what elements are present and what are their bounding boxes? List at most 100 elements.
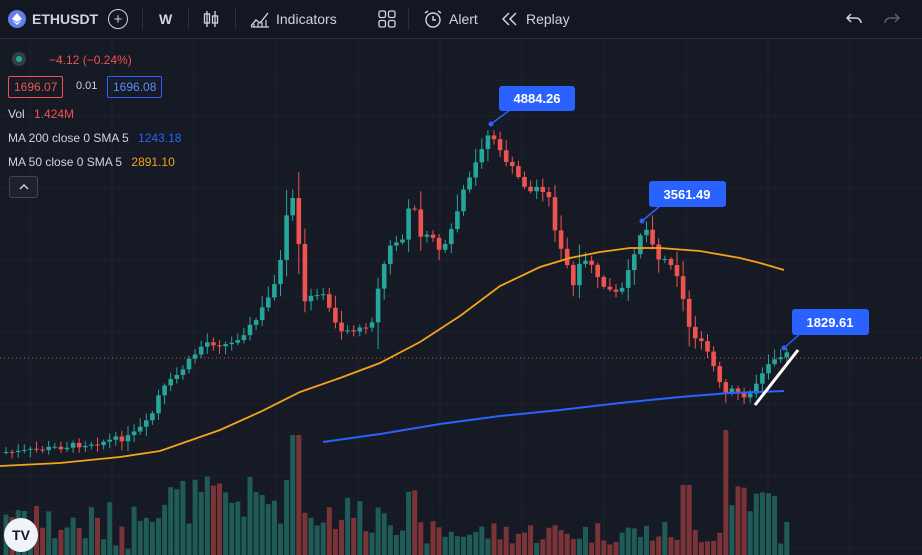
volume-bar <box>168 487 174 555</box>
templates-button[interactable] <box>378 0 396 38</box>
volume-bar <box>564 533 570 555</box>
volume-bar <box>479 526 485 555</box>
candle-body <box>442 244 448 250</box>
annotation-3561[interactable]: 3561.49 <box>639 181 727 224</box>
price-chart[interactable]: 4884.26 3561.49 1829.61 <box>0 39 922 555</box>
candle-body <box>314 295 320 297</box>
candle-body <box>747 393 753 398</box>
candle-body <box>656 244 661 260</box>
candle-body <box>394 242 399 246</box>
interval-label: W <box>159 11 173 27</box>
candle-body <box>388 245 393 265</box>
volume-label: Vol <box>8 107 25 121</box>
volume-bar <box>631 528 637 555</box>
sell-price-button[interactable]: 1696.07 <box>8 76 64 98</box>
volume-bar <box>735 486 741 555</box>
candle-body <box>491 135 497 140</box>
volume-legend[interactable]: Vol 1.424M <box>8 107 74 121</box>
volume-bar <box>345 497 351 555</box>
candle-body <box>272 284 277 298</box>
candle-body <box>473 162 478 178</box>
candle-body <box>595 264 600 278</box>
volume-bar <box>52 538 58 555</box>
annotation-label: 3561.49 <box>664 187 711 202</box>
indicators-button[interactable]: Indicators <box>250 0 337 38</box>
candles-icon <box>203 11 219 27</box>
volume-bar <box>406 491 412 555</box>
buy-price-button[interactable]: 1696.08 <box>107 76 163 98</box>
annotation-1829[interactable]: 1829.61 <box>781 309 870 351</box>
volume-bar <box>546 527 552 555</box>
replay-button[interactable]: Replay <box>501 0 570 38</box>
candle-body <box>22 449 27 451</box>
volume-bar <box>552 525 558 555</box>
volume-bar <box>729 505 735 555</box>
annotation-4884[interactable]: 4884.26 <box>488 86 576 127</box>
volume-bar <box>540 539 546 555</box>
top-toolbar: ETHUSDT + W Indicators Alert Replay <box>0 0 922 39</box>
ma200-legend[interactable]: MA 200 close 0 SMA 5 1243.18 <box>8 131 181 145</box>
volume-bar <box>418 522 424 555</box>
redo-button[interactable] <box>883 0 901 38</box>
volume-bar <box>149 521 155 555</box>
candle-body <box>564 248 570 266</box>
volume-bar <box>448 531 454 555</box>
volume-bar <box>229 502 235 555</box>
candle-body <box>296 197 302 245</box>
volume-bar <box>174 489 180 555</box>
candle-body <box>754 383 759 394</box>
volume-bar <box>393 534 399 555</box>
volume-bar <box>156 518 161 555</box>
volume-bar <box>558 530 564 555</box>
candle-body <box>83 445 88 448</box>
candle-body <box>357 327 363 332</box>
collapse-legend-button[interactable] <box>9 176 38 198</box>
candle-body <box>320 294 326 296</box>
volume-bar <box>137 520 143 555</box>
volume-bar <box>589 542 595 555</box>
candle-body <box>662 258 668 260</box>
candle-body <box>778 357 783 360</box>
candle-body <box>400 239 405 243</box>
candle-body <box>510 161 515 167</box>
candle-body <box>461 189 466 212</box>
volume-bar <box>522 532 527 555</box>
alert-button[interactable]: Alert <box>423 0 478 38</box>
volume-bar <box>607 544 613 555</box>
candle-body <box>430 234 436 238</box>
volume-bar <box>46 511 52 555</box>
candle-body <box>284 215 289 260</box>
price-change: −4.12 (−0.24%) <box>49 53 132 67</box>
undo-button[interactable] <box>845 0 863 38</box>
volume-bar <box>284 479 290 555</box>
candle-body <box>76 442 82 448</box>
volume-bar <box>741 487 747 555</box>
candle-body <box>686 298 692 327</box>
volume-bar <box>308 517 314 555</box>
compare-button[interactable]: + <box>108 0 128 38</box>
volume-bar <box>412 490 418 555</box>
volume-bar <box>58 529 64 555</box>
volume-bar <box>650 540 656 555</box>
interval-button[interactable]: W <box>159 0 172 38</box>
volume-bar <box>503 526 509 555</box>
candle-body <box>534 186 539 192</box>
symbol-selector[interactable]: ETHUSDT <box>8 0 98 38</box>
candle-body <box>211 342 216 346</box>
volume-bar <box>467 534 473 555</box>
chart-type-button[interactable] <box>203 0 219 38</box>
candle-body <box>632 254 637 271</box>
volume-bar <box>534 542 540 555</box>
candle-body <box>253 320 259 325</box>
trend-line[interactable] <box>753 349 800 406</box>
toolbar-divider <box>408 8 409 30</box>
candle-body <box>418 209 424 237</box>
candle-body <box>613 289 619 292</box>
candle-body <box>70 442 76 448</box>
volume-bar <box>583 526 588 555</box>
tradingview-logo: TV <box>4 518 38 552</box>
ma50-legend[interactable]: MA 50 close 0 SMA 5 2891.10 <box>8 155 175 169</box>
indicators-icon <box>250 12 269 28</box>
volume-bar <box>442 536 448 555</box>
candle-body <box>546 191 552 198</box>
